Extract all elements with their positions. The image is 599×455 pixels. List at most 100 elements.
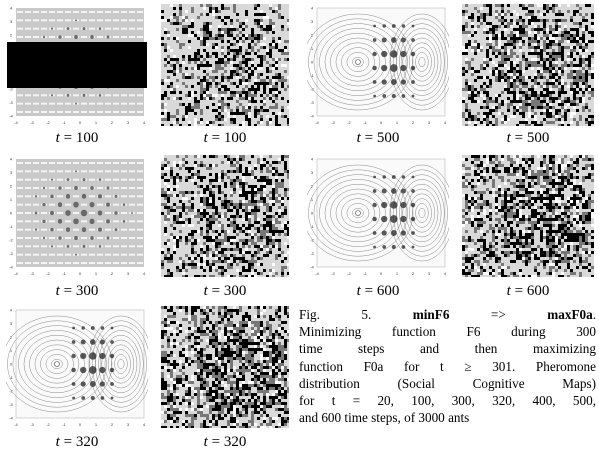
noise-cell: [495, 155, 498, 158]
noise-cell: [534, 94, 537, 97]
noise-cell: [230, 309, 233, 312]
noise-cell: [555, 251, 558, 254]
noise-cell: [206, 188, 209, 191]
noise-cell: [245, 345, 248, 348]
noise-cell: [516, 40, 519, 43]
grid-mark: [65, 220, 71, 223]
noise-cell: [570, 176, 573, 179]
noise-cell: [510, 158, 513, 161]
pheromone-spot: [390, 50, 398, 58]
noise-cell: [474, 115, 477, 118]
noise-cell: [236, 109, 239, 112]
noise-cell: [176, 164, 179, 167]
grid-mark: [89, 245, 95, 248]
noise-cell: [251, 194, 254, 197]
noise-cell: [200, 85, 203, 88]
noise-cell: [507, 85, 510, 88]
noise-cell: [561, 242, 564, 245]
noise-cell: [525, 239, 528, 242]
noise-cell: [224, 7, 227, 10]
grid-mark: [97, 36, 103, 38]
noise-cell: [504, 121, 507, 124]
panel-label: t = 300: [203, 283, 247, 299]
noise-cell: [221, 7, 224, 10]
noise-cell: [191, 91, 194, 94]
noise-cell: [164, 64, 167, 67]
noise-cell: [188, 176, 191, 179]
noise-cell: [260, 354, 263, 357]
noise-cell: [230, 82, 233, 85]
noise-cell: [173, 227, 176, 230]
pheromone-spot: [400, 50, 407, 58]
noise-cell: [218, 239, 221, 242]
noise-cell: [221, 315, 224, 318]
noise-cell: [546, 91, 549, 94]
noise-cell: [501, 209, 504, 212]
noise-cell: [281, 85, 284, 88]
noise-cell: [468, 182, 471, 185]
noise-cell: [483, 164, 486, 167]
grid-mark: [73, 94, 79, 97]
pheromone-spot: [106, 186, 110, 190]
noise-cell: [260, 230, 263, 233]
noise-cell: [212, 330, 215, 333]
noise-cell: [266, 170, 269, 173]
noise-cell: [275, 124, 278, 126]
grid-mark: [33, 111, 39, 113]
noise-cell: [513, 91, 516, 94]
noise-cell: [281, 109, 284, 112]
noise-cell: [564, 37, 567, 40]
noise-cell: [245, 13, 248, 16]
noise-cell: [164, 191, 167, 194]
noise-cell: [582, 158, 585, 161]
noise-cell: [197, 221, 200, 224]
noise-cell: [287, 100, 289, 103]
noise-cell: [561, 218, 564, 221]
noise-cell: [525, 61, 528, 64]
noise-cell: [543, 109, 546, 112]
noise-cell: [465, 58, 468, 61]
noise-cell: [570, 221, 573, 224]
noise-cell: [585, 40, 588, 43]
noise-cell: [471, 263, 474, 266]
noise-cell: [501, 58, 504, 61]
noise-cell: [251, 173, 254, 176]
noise-cell: [233, 91, 236, 94]
noise-cell: [194, 360, 197, 363]
noise-cell: [263, 176, 266, 179]
noise-cell: [191, 58, 194, 61]
noise-cell: [558, 185, 561, 188]
grid-mark: [121, 178, 127, 181]
pheromone-spot: [58, 186, 62, 190]
noise-cell: [480, 236, 483, 239]
noise-cell: [215, 67, 218, 70]
noise-cell: [489, 191, 492, 194]
noise-cell: [230, 73, 233, 76]
noise-cell: [266, 121, 269, 124]
noise-cell: [254, 206, 257, 209]
grid-mark: [25, 245, 31, 248]
noise-cell: [474, 164, 477, 167]
noise-cell: [212, 306, 215, 309]
noise-cell: [519, 164, 522, 167]
grid-mark: [137, 220, 143, 223]
noise-cell: [543, 13, 546, 16]
noise-cell: [164, 360, 167, 363]
noise-cell: [477, 118, 480, 121]
noise-cell: [275, 191, 278, 194]
noise-cell: [272, 106, 275, 109]
noise-cell: [215, 94, 218, 97]
noise-cell: [227, 236, 230, 239]
noise-cell: [254, 19, 257, 22]
noise-cell: [194, 61, 197, 64]
grid-mark: [17, 111, 23, 113]
contour-line: [392, 169, 449, 257]
noise-cell: [531, 155, 534, 158]
noise-cell: [465, 22, 468, 25]
grid-mark: [137, 195, 143, 198]
noise-cell: [567, 233, 570, 236]
noise-cell: [558, 257, 561, 260]
noise-cell: [212, 212, 215, 215]
noise-cell: [251, 170, 254, 173]
noise-cell: [552, 52, 555, 55]
